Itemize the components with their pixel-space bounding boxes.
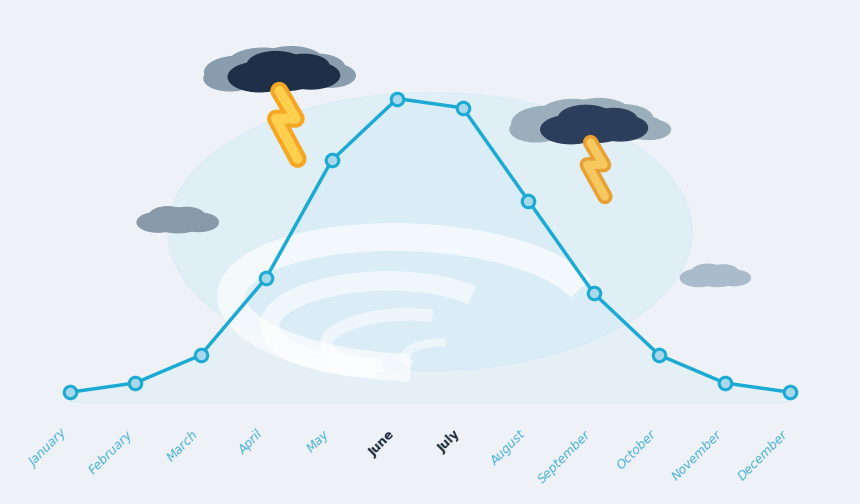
Circle shape	[629, 119, 671, 140]
Circle shape	[538, 99, 607, 132]
Ellipse shape	[168, 92, 692, 370]
Ellipse shape	[552, 125, 636, 139]
Circle shape	[613, 115, 663, 139]
Circle shape	[695, 266, 740, 287]
Circle shape	[710, 265, 738, 279]
Circle shape	[204, 66, 256, 91]
Circle shape	[205, 56, 273, 88]
Circle shape	[510, 117, 562, 142]
Text: October: October	[615, 428, 660, 472]
Circle shape	[258, 47, 324, 78]
Circle shape	[280, 54, 329, 78]
Circle shape	[593, 115, 648, 141]
Circle shape	[541, 115, 601, 144]
Circle shape	[692, 264, 723, 279]
Circle shape	[150, 207, 187, 224]
Text: March: March	[164, 428, 200, 464]
Circle shape	[282, 62, 340, 89]
Text: July: July	[435, 428, 463, 455]
Text: September: September	[536, 428, 593, 486]
Text: February: February	[86, 428, 135, 477]
Text: November: November	[670, 428, 725, 483]
Ellipse shape	[240, 72, 329, 87]
Text: June: June	[366, 428, 397, 459]
Circle shape	[717, 270, 751, 286]
Text: December: December	[735, 428, 790, 483]
Circle shape	[227, 48, 299, 82]
Circle shape	[287, 54, 345, 81]
Circle shape	[590, 108, 637, 131]
Circle shape	[137, 212, 179, 232]
Circle shape	[170, 207, 204, 223]
Circle shape	[512, 106, 584, 140]
Circle shape	[248, 56, 322, 91]
Circle shape	[568, 99, 630, 128]
Circle shape	[305, 64, 355, 87]
Circle shape	[151, 208, 204, 233]
Circle shape	[558, 105, 613, 132]
Text: April: April	[237, 428, 267, 457]
Circle shape	[247, 51, 304, 79]
Circle shape	[228, 62, 291, 92]
Circle shape	[593, 105, 653, 133]
Text: May: May	[304, 428, 332, 455]
Text: January: January	[27, 428, 70, 470]
Text: August: August	[488, 428, 528, 468]
Circle shape	[680, 269, 717, 287]
Circle shape	[179, 213, 218, 231]
Circle shape	[560, 109, 630, 143]
